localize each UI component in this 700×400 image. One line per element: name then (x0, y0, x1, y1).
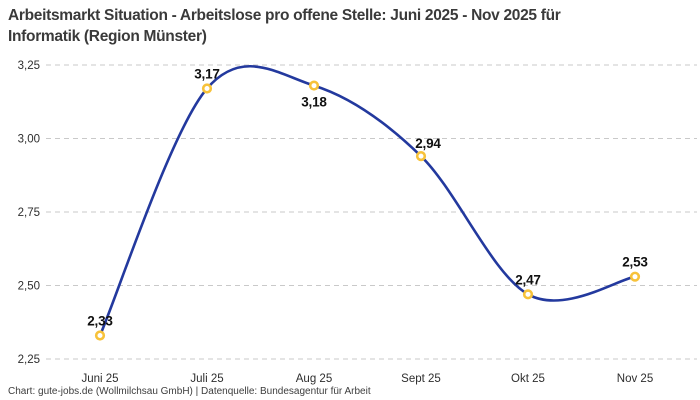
y-axis-tick-label: 3,25 (18, 60, 40, 72)
y-axis-tick-label: 2,25 (18, 354, 40, 366)
chart-footer-credit: Chart: gute-jobs.de (Wollmilchsau GmbH) … (8, 386, 371, 397)
data-point-marker (415, 151, 427, 162)
x-axis-tick-label: Nov 25 (617, 373, 653, 385)
data-point-marker (308, 80, 320, 91)
chart-title-line1: Arbeitsmarkt Situation - Arbeitslose pro… (8, 7, 561, 24)
y-axis-tick-label: 3,00 (18, 134, 40, 146)
chart-title-line2: Informatik (Region Münster) (8, 28, 207, 45)
data-point-label: 2,94 (415, 136, 441, 151)
data-point-label: 3,18 (301, 95, 327, 110)
data-point-label: 2,53 (622, 255, 648, 270)
x-axis-tick-label: Sept 25 (401, 373, 441, 385)
series-line (98, 64, 637, 337)
y-axis-tick-label: 2,50 (18, 281, 40, 293)
data-point-label: 3,17 (194, 67, 219, 82)
y-axis-tick-label: 2,75 (18, 207, 40, 219)
data-point-marker (629, 271, 641, 282)
data-point-label: 2,47 (515, 272, 540, 287)
x-axis-tick-label: Juli 25 (190, 373, 223, 385)
data-point-marker (522, 289, 534, 300)
x-axis-tick-label: Aug 25 (296, 373, 332, 385)
x-axis-tick-label: Okt 25 (511, 373, 545, 385)
data-point-label: 2,33 (87, 313, 113, 328)
data-point-marker (94, 330, 106, 341)
x-axis-tick-label: Juni 25 (81, 373, 118, 385)
chart-title: Arbeitsmarkt Situation - Arbeitslose pro… (8, 5, 668, 47)
data-point-marker (201, 83, 213, 94)
